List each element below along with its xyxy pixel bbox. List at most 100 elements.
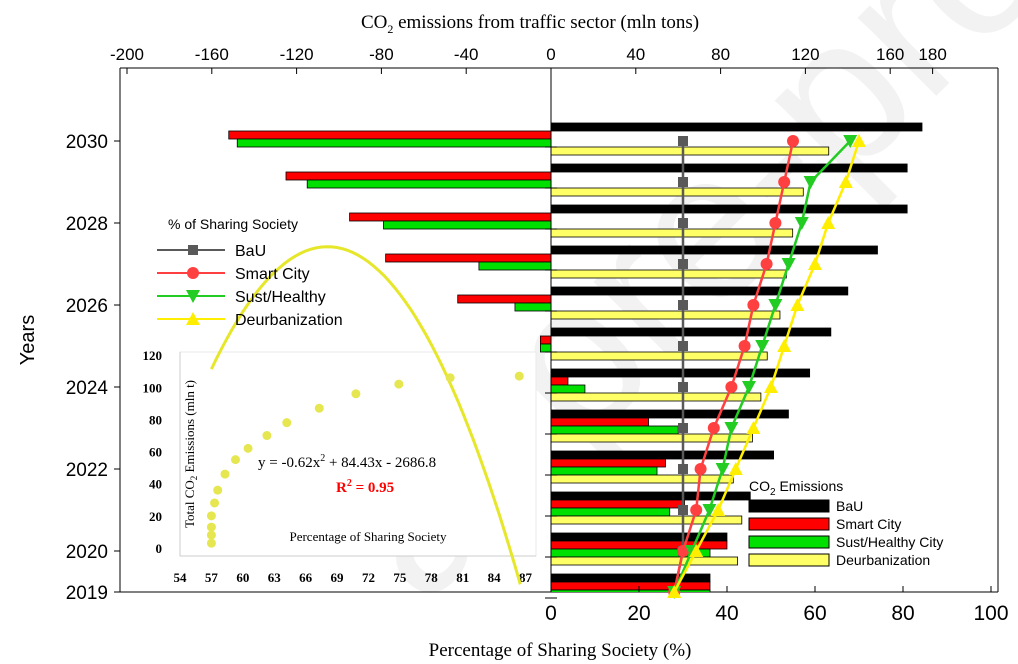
co2-legend-label: Deurbanization <box>836 552 930 568</box>
inset-x-tick-label: 57 <box>205 570 219 585</box>
top-tick-label: 40 <box>626 45 645 64</box>
bar-deurbanization-2028 <box>550 228 794 238</box>
top-tick-label: 160 <box>876 45 904 64</box>
bar-bau-2029 <box>550 163 908 173</box>
inset-x-tick-label: 75 <box>393 570 407 585</box>
marker-smart-city <box>690 504 703 516</box>
co2-legend-swatch <box>748 517 830 531</box>
top-tick-label: 120 <box>791 45 819 64</box>
inset-frame <box>179 351 537 557</box>
marker-sust-healthy <box>715 463 730 476</box>
marker-smart-city <box>778 176 791 188</box>
inset-scatter-point <box>243 443 253 453</box>
bar-deurbanization-2025 <box>550 351 768 361</box>
line-bau <box>672 141 685 593</box>
top-tick-label: 180 <box>918 45 946 64</box>
bar-bau-2030 <box>550 122 923 132</box>
bar-sust-healthy-city-2030 <box>236 138 552 148</box>
bar-sust-healthy-city-2026 <box>514 302 552 312</box>
marker-smart-city <box>725 381 738 393</box>
year-tick-label: 2019 <box>66 583 108 604</box>
bar-sust-healthy-city-2024 <box>550 384 586 394</box>
marker-smart-city <box>738 340 751 352</box>
marker-deurbanization <box>821 216 836 229</box>
bar-smart-city-2022 <box>550 458 666 468</box>
co2-legend-swatch <box>748 553 830 567</box>
inset-x-tick-label: 69 <box>331 570 345 585</box>
co2-legend-label: BaU <box>836 498 863 514</box>
year-tick-label: 2020 <box>66 542 108 563</box>
marker-sust-healthy <box>702 504 717 517</box>
top-tick-label: 80 <box>711 45 730 64</box>
bar-bau-2020 <box>550 532 728 542</box>
inset-scatter-point <box>220 469 230 479</box>
bar-smart-city-2027 <box>385 253 552 263</box>
marker-sust-healthy <box>724 422 739 435</box>
inset-y-tick-label: 80 <box>149 412 162 427</box>
inset-scatter-point <box>445 373 455 383</box>
bar-sust-healthy-city-2025 <box>540 343 552 353</box>
co2-legend-label: Smart City <box>836 516 901 532</box>
marker-sust-healthy <box>755 340 770 353</box>
sharing-legend-marker <box>187 267 199 279</box>
inset-scatter-point <box>230 455 240 465</box>
marker-bau <box>678 300 688 310</box>
inset-scatter-point <box>282 418 292 428</box>
bar-bau-2024 <box>550 368 811 378</box>
bar-smart-city-2029 <box>285 171 552 181</box>
marker-bau <box>678 423 688 433</box>
bar-bau-2023 <box>550 409 789 419</box>
bottom-tick-label: 40 <box>715 602 738 625</box>
inset-scatter-point <box>206 522 216 532</box>
top-tick-label: -40 <box>454 45 479 64</box>
bar-sust-healthy-city-2027 <box>478 261 552 271</box>
marker-bau <box>678 382 688 392</box>
inset-scatter-point <box>262 431 272 441</box>
inset-y-axis-title: Total CO2 Emissions (mln t) <box>182 380 199 528</box>
marker-smart-city <box>769 217 782 229</box>
inset-x-tick-label: 66 <box>299 570 313 585</box>
year-tick-label: 2022 <box>66 460 108 481</box>
bar-smart-city-2028 <box>349 212 552 222</box>
inset-equation: y = -0.62x2 + 84.43x - 2686.8 <box>258 453 436 471</box>
inset-x-tick-label: 87 <box>519 570 533 585</box>
inset-scatter-point <box>206 538 216 548</box>
bottom-tick-label: 20 <box>627 602 650 625</box>
bar-smart-city-2026 <box>457 294 552 304</box>
marker-deurbanization <box>852 134 866 147</box>
co2-legend-title: CO2 Emissions <box>749 478 843 498</box>
marker-smart-city <box>694 463 707 475</box>
marker-deurbanization <box>728 462 743 475</box>
inset-y-tick-label: 0 <box>156 541 163 556</box>
inset-x-axis-title: Percentage of Sharing Society <box>289 529 447 544</box>
inset-x-tick-label: 63 <box>268 570 282 585</box>
sharing-legend-marker <box>186 290 200 303</box>
inset-scatter-point <box>213 485 223 495</box>
bar-sust-healthy-city-2022 <box>550 466 658 476</box>
inset-scatter-point <box>206 530 216 540</box>
bar-smart-city-2021 <box>550 499 685 509</box>
bar-sust-healthy-city-2028 <box>383 220 552 230</box>
top-tick-label: -120 <box>280 45 314 64</box>
bar-deurbanization-2022 <box>550 474 734 484</box>
co2-legend-swatch <box>748 499 830 513</box>
marker-deurbanization <box>838 175 853 188</box>
bottom-tick-label: 100 <box>973 602 1008 625</box>
inset-scatter-point <box>514 371 524 381</box>
sharing-legend-marker <box>188 245 198 255</box>
marker-bau <box>678 259 688 269</box>
year-tick-label: 2024 <box>66 378 109 399</box>
bar-smart-city-2023 <box>550 417 649 427</box>
marker-bau <box>678 136 688 146</box>
inset-x-tick-label: 81 <box>456 570 469 585</box>
marker-deurbanization <box>689 544 704 557</box>
marker-bau <box>678 505 688 515</box>
bottom-tick-label: 0 <box>545 602 557 625</box>
top-tick-label: -200 <box>110 45 144 64</box>
bar-deurbanization-2020 <box>550 556 738 566</box>
inset-scatter-point <box>351 389 361 399</box>
marker-bau <box>678 218 688 228</box>
inset-scatter-point <box>394 379 404 389</box>
inset-x-tick-label: 60 <box>236 570 249 585</box>
